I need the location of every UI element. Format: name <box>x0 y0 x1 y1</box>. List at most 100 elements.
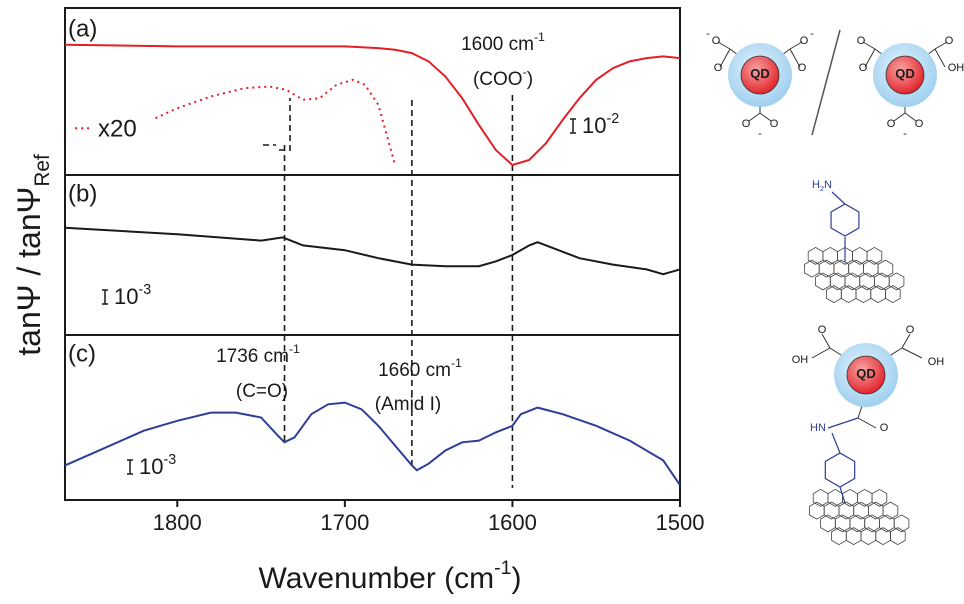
scale-bar-label: 10-3 <box>139 452 176 479</box>
bond <box>827 417 859 429</box>
atom-label-part: O <box>945 35 954 47</box>
atom-label: O <box>714 62 723 74</box>
atom-label: O <box>859 62 868 74</box>
atom-label: O <box>887 118 896 130</box>
annotation-part: (C=O) <box>236 381 288 402</box>
atom-label: - <box>903 128 907 140</box>
annotation: 1736 cm-1 <box>216 342 300 367</box>
atom-label: O <box>770 118 779 130</box>
scale-bar-label-part: -3 <box>163 452 176 468</box>
atom-label-part: O <box>857 35 866 47</box>
bond <box>893 112 906 122</box>
atom-label-part: O <box>906 324 915 336</box>
atom-label-part: OH <box>792 354 809 366</box>
separator <box>811 29 841 136</box>
atom-label: O <box>742 118 751 130</box>
scale-bar-label-part: 10 <box>139 454 163 479</box>
bond <box>904 112 917 122</box>
ring <box>885 285 901 304</box>
x-axis-title-part: ) <box>511 562 521 595</box>
atom-label: O <box>857 35 866 47</box>
x-axis-title-part: -1 <box>494 557 511 579</box>
annotation: 1600 cm-1 <box>461 30 545 55</box>
annotation-part: 1736 cm <box>216 346 289 367</box>
spectrum-line <box>64 43 681 167</box>
atom-label: - <box>706 28 710 40</box>
bond <box>759 112 772 122</box>
bond <box>789 41 803 50</box>
annotation-part: 1660 cm <box>378 360 451 381</box>
break-guide <box>263 98 291 151</box>
atom-label-part: O <box>887 118 896 130</box>
atom-label: OH <box>948 62 964 74</box>
atom-label-part: O <box>915 118 924 130</box>
annotation-part: ) <box>527 69 533 90</box>
qd-label-part: QD <box>895 66 915 81</box>
atom-label: O <box>906 324 915 336</box>
scale-bar-label-part: 10 <box>582 113 606 138</box>
atom-label: H2N <box>812 179 832 193</box>
ring <box>890 527 906 546</box>
atom-label-part: O <box>798 62 807 74</box>
bond <box>717 41 731 50</box>
annotation-part: -1 <box>451 356 462 370</box>
atom-label-part: - <box>810 28 814 40</box>
atom-label-part: O <box>800 35 809 47</box>
panel-label: (a) <box>68 15 97 42</box>
atom-label: O <box>915 118 924 130</box>
annotation-part: -1 <box>534 30 545 44</box>
bond <box>901 333 911 349</box>
qd-label-part: QD <box>856 366 876 381</box>
bond <box>934 48 946 68</box>
annotation-part: 1600 cm <box>461 34 534 55</box>
annotation-part: (COO <box>473 69 523 90</box>
qd-label: QD <box>750 66 770 81</box>
atom-label-part: O <box>770 118 779 130</box>
atom-label-part: O <box>818 324 827 336</box>
qd-core <box>885 55 925 95</box>
scale-bar-label-part: -3 <box>138 282 151 298</box>
annotation-part: - <box>523 65 527 79</box>
bond <box>862 41 876 50</box>
scale-bar-label-part: -2 <box>606 111 619 127</box>
qd-core <box>740 55 780 95</box>
spectrum-line <box>64 226 681 276</box>
panel-label: (b) <box>68 180 97 207</box>
atom-label-part: H <box>812 179 820 191</box>
bond <box>839 486 846 504</box>
atom-label: HN <box>810 422 826 434</box>
ring <box>893 514 910 533</box>
atom-label-part: 2 <box>820 185 824 193</box>
atom-label: OH <box>792 354 809 366</box>
scale-bar-label: 10-2 <box>582 111 619 138</box>
atom-label-part: N <box>824 179 832 191</box>
plot-frame <box>64 7 681 501</box>
y-axis-title: tanΨ / tanΨRef <box>11 154 54 356</box>
bond <box>748 112 761 122</box>
atom-label-part: - <box>758 128 762 140</box>
atom-label-part: O <box>859 62 868 74</box>
qd-core <box>846 355 886 395</box>
atom-label: O <box>945 35 954 47</box>
series-label: x20 <box>98 115 137 142</box>
y-axis-title-part: tanΨ / tanΨ <box>11 187 47 356</box>
bond <box>821 333 831 349</box>
annotation: (COO-) <box>473 65 533 90</box>
atom-label-part: O <box>712 35 721 47</box>
y-axis-title-part: Ref <box>31 154 54 187</box>
bond <box>831 191 846 205</box>
atom-label-part: HN <box>810 422 826 434</box>
x-axis-title: Wavenumber (cm-1) <box>259 557 522 595</box>
ring <box>824 452 856 488</box>
spectrum-line <box>75 78 397 166</box>
atom-label-part: OH <box>948 62 964 74</box>
scale-bar-label: 10-3 <box>114 282 151 309</box>
atom-label-part: - <box>903 128 907 140</box>
ring <box>830 203 860 237</box>
annotation: 1660 cm-1 <box>378 356 462 381</box>
x-tick-label: 1600 <box>488 510 537 535</box>
atom-label-part: - <box>706 28 710 40</box>
x-tick-label: 1500 <box>656 510 705 535</box>
bond <box>934 41 948 50</box>
